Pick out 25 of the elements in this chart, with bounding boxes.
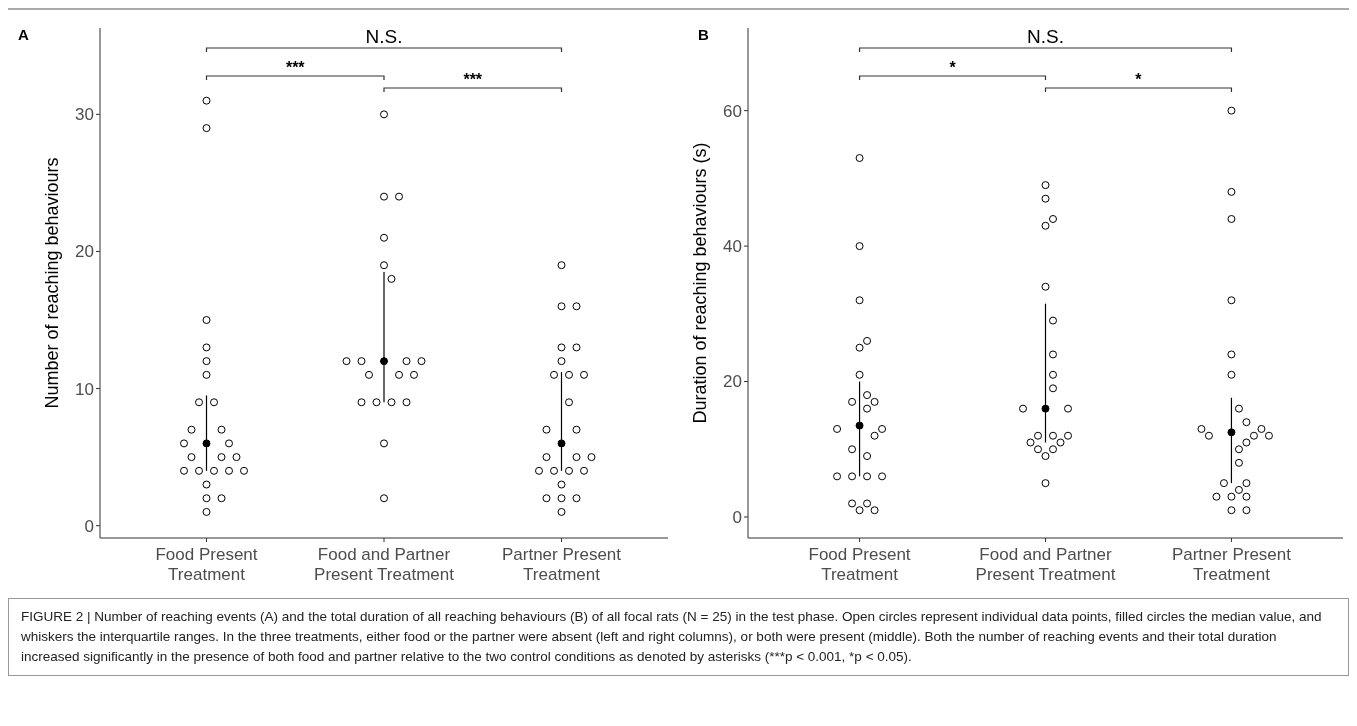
chart-title: B <box>698 26 709 43</box>
y-tick-label: 0 <box>84 516 94 536</box>
annotation: N.S. <box>365 26 403 47</box>
y-tick-label: 10 <box>75 379 94 399</box>
y-tick-label: 40 <box>723 237 742 257</box>
caption: FIGURE 2 | Number of reaching events (A) and the total duration of all reaching behaviours (B) of all focal rats (N = 25) in the test phase. Open circles represent individual data points, filled circles the median value, and whiskers the interquartile ranges. In the three treatments, either food or the partner were absent (left and right columns), or both were present (middle). Both the number of reaching events and their total duration increased significantly in the presence of both food and partner relative to the two control conditions as denoted by asterisks (***p < 0.001, *p < 0.05). <box>8 598 1349 676</box>
annotation: *** <box>285 59 306 76</box>
y-tick-label: 0 <box>732 507 742 527</box>
y-axis-title: Number of reaching behaviours <box>42 157 62 409</box>
y-tick-label: 20 <box>75 242 94 262</box>
y-tick-label: 20 <box>723 372 742 392</box>
y-tick-label: 60 <box>723 101 742 121</box>
x-tick-label: Partner Present Treatment <box>501 545 622 584</box>
y-axis-title: Duration of reaching behaviours (s) <box>690 142 710 424</box>
x-tick-label: Food and Partner Present Treatment <box>314 545 455 584</box>
annotation: N.S. <box>1027 26 1064 47</box>
annotation: * <box>949 59 957 76</box>
x-tick-label: Food Present Treatment <box>155 545 258 584</box>
x-tick-label: Food Present Treatment <box>808 545 911 584</box>
annotation: * <box>1135 71 1143 88</box>
annotation: *** <box>463 71 483 88</box>
text: A <box>18 26 29 43</box>
x-tick-label: Food and Partner Present Treatment <box>975 545 1116 584</box>
y-tick-label: 30 <box>75 105 94 125</box>
x-tick-label: Partner Present Treatment <box>1171 545 1292 584</box>
